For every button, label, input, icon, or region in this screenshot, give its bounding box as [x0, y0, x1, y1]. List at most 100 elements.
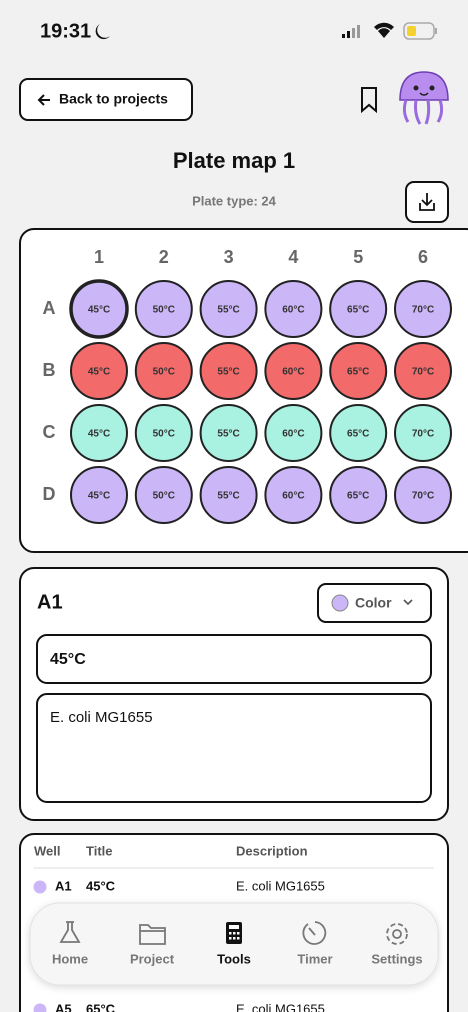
home-icon [59, 921, 81, 943]
table-cell: A5 [55, 1001, 72, 1012]
table-header: Well [34, 843, 61, 858]
timer-icon [302, 921, 327, 945]
well-circle [329, 342, 388, 400]
row-label: B [43, 360, 56, 380]
back-button[interactable]: Back to projects [19, 78, 193, 121]
settings-icon [386, 923, 408, 945]
well-circle [329, 280, 388, 338]
table-header: Title [86, 843, 113, 858]
well[interactable]: 55°C [199, 280, 258, 338]
well[interactable]: 55°C [199, 404, 258, 462]
well[interactable]: 70°C [394, 404, 452, 462]
well-circle [329, 466, 388, 524]
well-circle [394, 404, 452, 462]
well[interactable]: 45°C [70, 404, 128, 462]
download-button[interactable] [405, 181, 449, 223]
well-label: 55°C [217, 429, 239, 440]
column-label: 4 [288, 247, 298, 267]
well-label: 45°C [88, 305, 110, 316]
nav-label[interactable]: Home [52, 951, 88, 966]
well-label: 45°C [88, 367, 110, 378]
well[interactable]: 70°C [394, 280, 452, 338]
well-circle [69, 279, 129, 339]
table-cell: E. coli MG1655 [236, 878, 325, 893]
well[interactable]: 50°C [134, 466, 193, 524]
well[interactable]: 45°C [70, 342, 128, 400]
well-label: 45°C [88, 429, 110, 440]
row-label: C [43, 422, 56, 442]
well-label: 50°C [153, 491, 175, 502]
well[interactable]: 55°C [199, 342, 258, 400]
well-circle [70, 466, 128, 524]
bookmark-button[interactable] [361, 87, 377, 114]
column-label: 2 [159, 247, 169, 267]
well[interactable]: 65°C [329, 466, 388, 524]
tools-icon [226, 922, 242, 944]
table-row[interactable]: A5 65°C E. coli MG1655 [33, 1001, 325, 1012]
well-label: 65°C [347, 429, 369, 440]
well-circle [264, 466, 323, 524]
well-label: 70°C [412, 305, 434, 316]
well[interactable]: 60°C [264, 466, 323, 524]
well[interactable]: 60°C [264, 280, 323, 338]
well[interactable]: 50°C [134, 280, 193, 338]
well[interactable]: 55°C [199, 466, 258, 524]
well[interactable]: 70°C [394, 466, 452, 524]
well-label: 65°C [347, 367, 369, 378]
well-circle [199, 342, 258, 400]
plate-type: Plate type: 24 [192, 193, 277, 208]
well-label: 70°C [412, 367, 434, 378]
color-label: Color [355, 595, 392, 611]
column-label: 5 [353, 247, 363, 267]
row-label: D [43, 484, 56, 504]
title-input[interactable]: 45°C [36, 634, 432, 684]
row-color-dot [33, 880, 47, 894]
moon-icon [95, 24, 110, 40]
description-input[interactable]: E. coli MG1655 [36, 693, 432, 803]
well-label: 65°C [347, 491, 369, 502]
well-label: 70°C [412, 429, 434, 440]
well[interactable]: 60°C [264, 342, 323, 400]
nav-label[interactable]: Timer [297, 951, 332, 966]
nav-label[interactable]: Project [130, 951, 175, 966]
color-button[interactable]: Color [317, 583, 432, 623]
column-label: 1 [94, 247, 104, 267]
well-circle [264, 342, 323, 400]
table-cell: A1 [55, 878, 72, 893]
well-label: 60°C [282, 429, 304, 440]
row-label: A [43, 298, 56, 318]
table-cell: E. coli MG1655 [236, 1001, 325, 1012]
table-cell: 45°C [86, 878, 116, 893]
well-label: 50°C [153, 305, 175, 316]
well[interactable]: 45°C [69, 279, 129, 339]
battery-icon [403, 22, 437, 40]
wifi-icon [374, 22, 394, 38]
table-cell: 65°C [86, 1001, 116, 1012]
well-label: 60°C [282, 367, 304, 378]
well-label: 55°C [217, 491, 239, 502]
nav-label[interactable]: Settings [371, 951, 422, 966]
well-label: 55°C [217, 305, 239, 316]
well-label: 65°C [347, 305, 369, 316]
table-header: Description [236, 843, 308, 858]
well-circle [264, 404, 323, 462]
well-table: Well Title Description A1 45°C E. coli MG1655… [33, 843, 325, 1012]
well[interactable]: 45°C [70, 466, 128, 524]
well[interactable]: 70°C [394, 342, 452, 400]
nav-items: Home Project Tools Timer Settings [52, 951, 423, 966]
avatar[interactable] [399, 71, 449, 125]
well-circle [70, 342, 128, 400]
well[interactable]: 65°C [329, 280, 388, 338]
well-circle [329, 404, 388, 462]
well[interactable]: 65°C [329, 342, 388, 400]
well[interactable]: 65°C [329, 404, 388, 462]
well[interactable]: 50°C [134, 404, 193, 462]
well-circle [199, 466, 258, 524]
well[interactable]: 50°C [134, 342, 193, 400]
plate-grid: 1 2 3 4 5 6 A 45°C 50°C 55°C 60°C 65°C 70°C B 45°C 50°C… [43, 247, 452, 524]
well[interactable]: 60°C [264, 404, 323, 462]
table-row[interactable]: A1 45°C E. coli MG1655 [33, 878, 325, 894]
nav-label[interactable]: Tools [217, 951, 251, 966]
well-label: 60°C [282, 305, 304, 316]
